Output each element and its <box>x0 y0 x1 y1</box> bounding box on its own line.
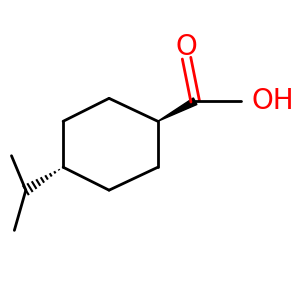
Text: O: O <box>176 33 197 61</box>
Text: OH: OH <box>251 87 294 115</box>
Polygon shape <box>158 98 197 121</box>
